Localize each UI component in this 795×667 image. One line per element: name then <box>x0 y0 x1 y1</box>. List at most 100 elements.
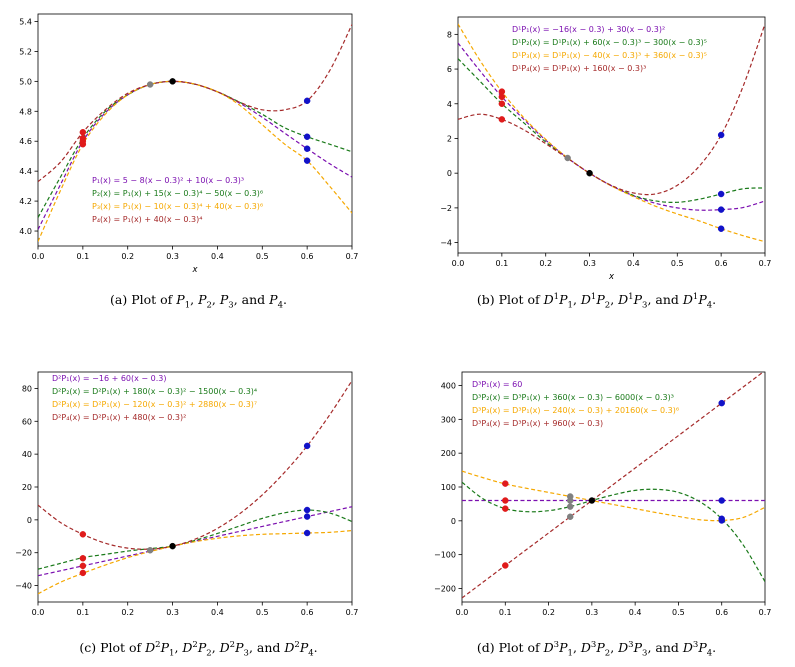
data-point-blue <box>303 157 311 164</box>
y-tick-label: 200 <box>441 449 456 458</box>
data-point-red <box>79 140 87 148</box>
caption-b: (b) Plot of D1P1, D1P2, D1P3, and D1P4. <box>476 292 717 311</box>
caption-symbol: P1 <box>176 292 191 311</box>
x-tick-label: 0.3 <box>583 259 596 268</box>
y-tick-label: −100 <box>434 551 456 560</box>
data-point-blue <box>718 497 725 504</box>
y-tick-label: 4 <box>447 100 452 109</box>
data-point-red <box>498 100 506 108</box>
data-point-red <box>79 134 87 142</box>
x-tick-label: 0.7 <box>759 608 772 617</box>
data-point-black <box>588 497 596 504</box>
legend-entry: D¹P₄(x) = D¹P₁(x) + 160(x − 0.3)³ <box>512 64 646 73</box>
plot-d: 0.0 0.1 0.2 0.3 0.4 0.5 0.6 0.7 −200 −100 0 100 200 3… <box>434 371 772 622</box>
data-point-red <box>79 562 87 570</box>
x-axis-label: x <box>191 265 198 275</box>
x-tick-label: 0.0 <box>452 259 465 268</box>
plot-a: 0.0 0.1 0.2 0.3 0.4 0.5 0.6 0.7 4.0 4.2 4.4 4.6 4.8 5… <box>19 13 358 275</box>
legend-entry: D²P₁(x) = −16 + 60(x − 0.3) <box>52 374 167 383</box>
series-line-p4 <box>458 23 765 196</box>
y-tick-label: −2 <box>440 204 452 213</box>
y-tick-label: −40 <box>15 582 32 591</box>
data-point-gray <box>146 547 154 554</box>
legend-entry: P₂(x) = P₁(x) + 15(x − 0.3)⁴ − 50(x − 0.… <box>92 189 263 198</box>
y-tick-label: 5.0 <box>19 77 32 86</box>
y-tick-label: 20 <box>22 483 32 492</box>
caption-c: (c) Plot of D2P1, D2P2, D2P3, and D2P4. <box>79 640 318 659</box>
caption-symbol: D1P3 <box>618 292 648 311</box>
y-tick-label: 0 <box>451 517 456 526</box>
y-tick-label: −4 <box>440 239 452 248</box>
x-tick-label: 0.2 <box>121 252 134 261</box>
data-point-blue <box>303 442 311 450</box>
x-tick-label: 0.4 <box>629 608 642 617</box>
y-tick-label: 4.4 <box>19 167 32 176</box>
y-tick-label: 8 <box>447 30 452 39</box>
caption-symbol: D3P2 <box>580 640 611 659</box>
y-tick-label: 5.4 <box>19 17 32 26</box>
data-point-red <box>502 562 509 569</box>
legend-entry: D³P₃(x) = D³P₁(x) − 240(x − 0.3) + 20160… <box>472 406 679 415</box>
y-tick-label: −20 <box>15 549 32 558</box>
figure-panel-c: 0.0 0.1 0.2 0.3 0.4 0.5 0.6 0.7 −40 −20 0 20 40 60 80 x… <box>0 334 397 667</box>
data-point-blue <box>717 190 725 198</box>
y-tick-label: 80 <box>22 384 32 393</box>
data-point-gray <box>566 513 574 521</box>
legend-entry: D²P₂(x) = D²P₁(x) + 180(x − 0.3)² − 1500… <box>52 387 257 396</box>
x-tick-label: 0.6 <box>715 608 728 617</box>
data-point-red <box>79 531 87 538</box>
data-point-blue <box>303 513 311 520</box>
data-point-red <box>498 88 506 95</box>
figure-panel-b: 0.0 0.1 0.2 0.3 0.4 0.5 0.6 0.7 −4 −2 0 2 4 6 8 x D¹P₁(x… <box>398 0 795 333</box>
y-tick-label: 2 <box>447 134 452 143</box>
x-tick-label: 0.2 <box>121 608 134 617</box>
y-tick-label: 0 <box>27 516 32 525</box>
legend-entry: D³P₄(x) = D³P₁(x) + 960(x − 0.3) <box>472 419 603 428</box>
x-tick-label: 0.1 <box>499 608 512 617</box>
legend-entry: D¹P₁(x) = −16(x − 0.3) + 30(x − 0.3)² <box>512 25 665 34</box>
y-tick-label: 6 <box>447 65 452 74</box>
data-point-gray <box>146 81 154 88</box>
data-point-blue <box>303 145 311 152</box>
plot-b: 0.0 0.1 0.2 0.3 0.4 0.5 0.6 0.7 −4 −2 0 2 4 6 8 x D¹P₁(x… <box>440 16 771 282</box>
series-line-p3 <box>38 80 352 242</box>
data-point-blue <box>718 399 725 407</box>
y-tick-label: 400 <box>441 382 456 391</box>
caption-symbol: D1P2 <box>580 292 611 311</box>
caption-symbol: D3P3 <box>618 640 648 659</box>
y-tick-label: 0 <box>447 169 452 178</box>
x-axis-label: x <box>608 272 615 282</box>
caption-d: (d) Plot of D3P1, D3P2, D3P3, and D3P4. <box>476 640 717 659</box>
data-point-gray <box>564 154 571 162</box>
data-point-blue <box>717 131 725 139</box>
series-line-p3 <box>462 470 765 522</box>
x-tick-label: 0.3 <box>166 608 179 617</box>
series-line-p1 <box>458 42 765 211</box>
x-tick-label: 0.4 <box>211 252 224 261</box>
caption-a: (a) Plot of P1, P2, P3, and P4. <box>110 292 287 311</box>
legend-entry: P₄(x) = P₁(x) + 40(x − 0.3)⁴ <box>92 215 202 224</box>
x-axis-label: x <box>610 621 617 622</box>
data-point-red <box>79 569 87 577</box>
legend-entry: D²P₃(x) = D²P₁(x) − 120(x − 0.3)² + 2880… <box>52 400 257 409</box>
data-point-blue <box>717 206 725 213</box>
legend-entry: P₃(x) = P₁(x) − 10(x − 0.3)⁴ + 40(x − 0.… <box>92 202 263 211</box>
series-line-p4 <box>462 372 765 599</box>
caption-symbol: D3P4 <box>682 640 713 659</box>
x-tick-label: 0.4 <box>627 259 640 268</box>
series-line-p2 <box>38 509 352 570</box>
figure-panel-a: 0.0 0.1 0.2 0.3 0.4 0.5 0.6 0.7 4.0 4.2 4.4 4.6 4.8 5… <box>0 0 397 333</box>
data-point-red <box>498 116 506 123</box>
caption-symbol: D3P1 <box>543 640 573 659</box>
legend-entry: P₁(x) = 5 − 8(x − 0.3)² + 10(x − 0.3)³ <box>92 176 244 185</box>
data-point-red <box>79 555 87 562</box>
data-point-blue <box>303 97 311 105</box>
figure-panel-d: 0.0 0.1 0.2 0.3 0.4 0.5 0.6 0.7 −200 −100 0 100 200 3… <box>398 334 795 667</box>
data-point-blue <box>303 529 311 537</box>
legend-entry: D²P₄(x) = D²P₁(x) + 480(x − 0.3)² <box>52 413 186 422</box>
y-tick-label: 40 <box>22 450 32 459</box>
x-tick-label: 0.6 <box>301 252 314 261</box>
series-line-p4 <box>38 24 352 183</box>
data-point-red <box>502 480 509 487</box>
x-tick-label: 0.5 <box>256 608 269 617</box>
